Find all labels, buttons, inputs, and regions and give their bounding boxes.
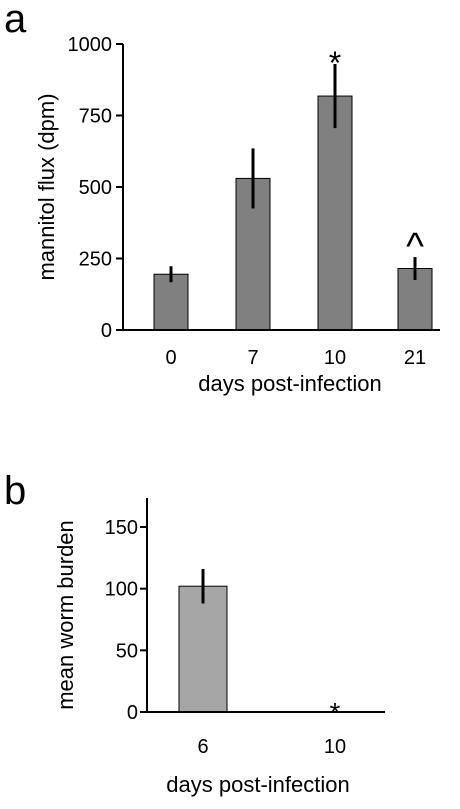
panel-b-bars: * [178,568,341,728]
panel-a-y-tick-label: 0 [101,320,112,342]
panel-b-x-tick-label: 10 [324,736,346,758]
panel-a-y-tick-label: 250 [79,249,112,271]
panel-a-x-tick-labels: 0 7 10 21 [165,347,426,369]
panel-a-label: a [4,0,27,41]
panel-a: a mannitol flux (dpm) days post-infectio… [4,0,440,396]
panel-a-y-tick-label: 750 [79,106,112,128]
panel-b-label: b [4,469,26,513]
panel-a-y-ticks: 0 250 500 750 1000 [68,34,123,342]
panel-b-y-tick-label: 0 [127,702,138,724]
panel-b-xlabel: days post-infection [166,772,349,797]
panel-a-y-tick-label: 500 [79,177,112,199]
panel-b: b mean worm burden days post-infection 0… [4,469,385,797]
panel-a-bars: *^ [153,45,433,331]
panel-a-bar [153,273,189,331]
panel-b-ylabel: mean worm burden [53,520,78,710]
panel-b-y-tick-label: 100 [105,579,138,601]
panel-a-x-tick-label: 10 [324,347,346,369]
panel-a-x-tick-label: 21 [404,347,426,369]
panel-a-x-tick-label: 0 [165,347,176,369]
panel-a-xlabel: days post-infection [198,371,381,396]
panel-a-bar [317,95,353,331]
panel-b-x-tick-labels: 6 10 [197,736,346,758]
panel-b-y-tick-label: 50 [116,640,138,662]
panel-a-y-tick-label: 1000 [68,34,113,56]
panel-b-y-tick-label: 150 [105,517,138,539]
panel-a-significance-marker: * [329,45,341,81]
panel-b-x-tick-label: 6 [197,736,208,758]
panel-b-y-ticks: 0 50 100 150 [105,517,147,724]
panel-a-significance-marker: ^ [406,226,424,268]
panel-a-ylabel: mannitol flux (dpm) [34,93,59,280]
panel-a-x-tick-label: 7 [247,347,258,369]
panel-b-bar [178,585,228,713]
